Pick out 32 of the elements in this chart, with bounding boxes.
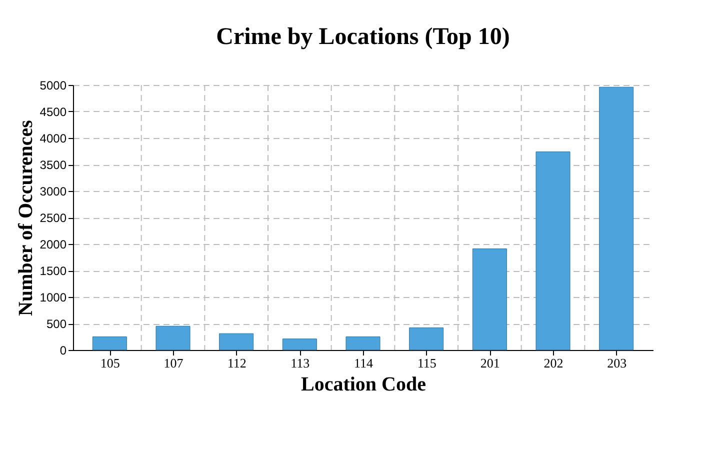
x-tick-label: 203 bbox=[607, 356, 627, 370]
y-tick-label: 4000 bbox=[40, 132, 67, 146]
x-axis-title: Location Code bbox=[301, 374, 426, 396]
y-tick-label: 2000 bbox=[40, 238, 67, 252]
y-tick-label: 3500 bbox=[40, 158, 67, 172]
x-tick-label: 113 bbox=[290, 356, 310, 370]
y-tick-label: 1500 bbox=[40, 264, 67, 278]
x-tick-label: 114 bbox=[354, 356, 374, 370]
y-tick-label: 500 bbox=[46, 317, 67, 331]
bar bbox=[282, 338, 317, 350]
x-tick-label: 112 bbox=[227, 356, 246, 370]
bar bbox=[472, 248, 507, 350]
y-tick-label: 0 bbox=[60, 344, 67, 358]
bar bbox=[219, 333, 254, 350]
bar bbox=[156, 326, 190, 350]
y-tick-label: 3000 bbox=[40, 184, 67, 198]
x-tick-label: 202 bbox=[544, 356, 564, 370]
x-tick-label: 115 bbox=[417, 356, 436, 370]
x-tick-label: 105 bbox=[100, 356, 120, 370]
y-tick-label: 4500 bbox=[40, 105, 67, 119]
bar bbox=[536, 152, 570, 350]
y-tick-label: 5000 bbox=[40, 78, 67, 92]
bar bbox=[409, 327, 444, 350]
x-tick-label: 201 bbox=[480, 356, 500, 370]
y-axis-title: Number of Occurences bbox=[14, 120, 37, 316]
y-tick-label: 1000 bbox=[40, 290, 67, 304]
bar bbox=[599, 86, 634, 350]
bar bbox=[92, 336, 127, 350]
chart-title: Crime by Locations (Top 10) bbox=[216, 24, 510, 50]
x-tick-label: 107 bbox=[164, 356, 184, 370]
bar bbox=[346, 336, 380, 350]
y-tick-label: 2500 bbox=[40, 211, 67, 225]
